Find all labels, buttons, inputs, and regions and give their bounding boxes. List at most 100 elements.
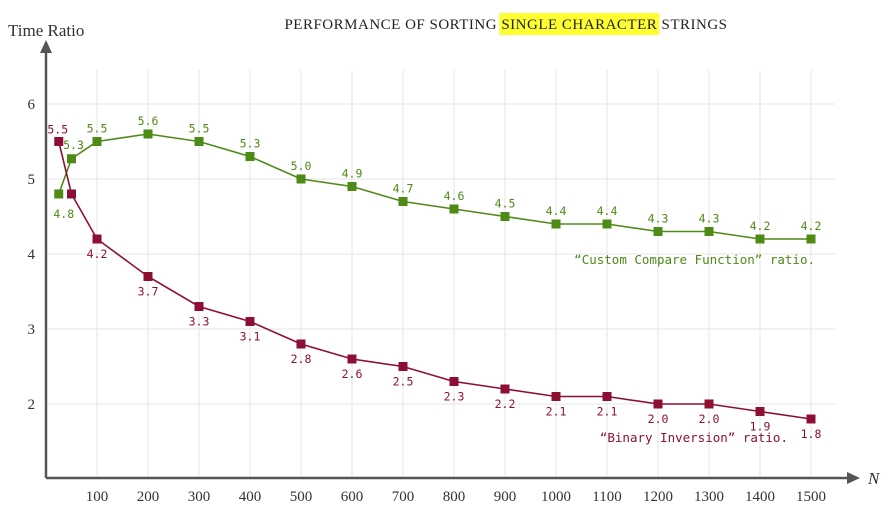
data-point (755, 407, 765, 416)
data-point (398, 197, 408, 206)
x-tick-label: 600 (341, 489, 364, 505)
x-tick-label: 900 (494, 489, 517, 505)
x-tick-label: 1500 (796, 489, 826, 505)
data-point (245, 317, 255, 326)
data-point (194, 137, 204, 146)
series-1: 4.85.35.55.65.55.35.04.94.74.64.54.4 4.44… (53, 114, 821, 244)
data-point (755, 234, 765, 244)
title-part-highlighted: SINGLE CHARACTER (501, 17, 657, 33)
data-label: 4.5 (495, 197, 516, 211)
data-point (602, 392, 612, 401)
data-point (347, 354, 357, 364)
x-tick-label: 1400 (745, 489, 775, 505)
data-label: 4.7 (393, 182, 414, 196)
y-axis-arrow (40, 40, 52, 53)
y-tick-label: 6 (28, 97, 36, 113)
x-tick-label: 1000 (541, 489, 571, 505)
data-point (806, 234, 816, 244)
data-point (806, 414, 816, 424)
data-point (653, 399, 663, 409)
data-label: 2.3 (444, 390, 465, 404)
data-point (296, 174, 306, 184)
data-label: 5.0 (291, 159, 312, 173)
data-label: 2.8 (291, 352, 312, 366)
data-point (551, 219, 561, 229)
data-point (54, 189, 64, 199)
data-label: 4.4 (597, 204, 618, 218)
data-label: 1.8 (801, 427, 822, 441)
data-label: 5.5 (87, 122, 108, 136)
data-label: 4.6 (444, 189, 465, 203)
y-tick-labels: 2 3 4 5 6 (28, 97, 36, 413)
data-point (449, 377, 459, 386)
data-point (449, 204, 459, 214)
y-axis-label: Time Ratio (8, 21, 84, 40)
data-point (143, 129, 153, 139)
data-label: 3.1 (240, 330, 261, 344)
axes (40, 40, 860, 484)
data-label: 4.2 (801, 219, 822, 233)
data-label: 2.0 (699, 412, 720, 426)
title-part-3: STRINGS (657, 17, 727, 33)
data-label: 2.1 (546, 405, 567, 419)
data-point (398, 362, 408, 371)
data-point (67, 154, 76, 164)
data-point (296, 339, 306, 349)
data-point (194, 302, 204, 311)
data-label: 4.4 (546, 204, 567, 218)
x-tick-label: 800 (443, 489, 466, 505)
data-point (67, 189, 76, 199)
data-point (143, 272, 153, 281)
x-tick-label: 700 (392, 489, 415, 505)
data-label: 2.1 (597, 405, 618, 419)
data-label: 3.7 (138, 285, 159, 299)
data-point (551, 392, 561, 401)
x-tick-label: 200 (137, 489, 160, 505)
data-point (704, 399, 714, 409)
data-label: 5.5 (47, 123, 68, 137)
series-2: 5.5 4.2 3.7 3.3 3.1 2.8 2.6 2.5 2.3 2.2 2.1 2.1 2.0 2… (47, 123, 821, 442)
title-highlight (499, 13, 660, 35)
title-part-1: PERFORMANCE OF SORTING (284, 17, 501, 33)
y-tick-label: 4 (28, 247, 36, 263)
data-point (92, 234, 102, 244)
data-label: 4.3 (648, 212, 669, 226)
data-label: 4.3 (699, 212, 720, 226)
data-point (54, 137, 64, 146)
x-axis-label: N (867, 469, 881, 488)
data-label: 1.9 (750, 420, 771, 434)
svg-text:PERFORMANCE OF SORTING SINGLE: PERFORMANCE OF SORTING SINGLE CHARACTER … (284, 17, 727, 33)
data-label: 2.5 (393, 375, 414, 389)
data-label: 4.9 (342, 167, 363, 181)
data-point (92, 137, 102, 146)
data-label: 4.2 (750, 219, 771, 233)
data-point (653, 227, 663, 236)
x-axis-arrow (847, 472, 860, 484)
data-point (500, 384, 510, 394)
x-tick-label: 500 (290, 489, 313, 505)
y-tick-label: 2 (28, 397, 36, 413)
x-tick-label: 100 (86, 489, 109, 505)
x-tick-label: 1300 (694, 489, 724, 505)
data-point (500, 212, 510, 221)
data-label: 5.3 (240, 137, 261, 151)
data-label: 5.6 (138, 114, 159, 128)
x-tick-label: 400 (239, 489, 262, 505)
data-label: 3.3 (189, 315, 210, 329)
x-tick-labels: 100 200 300 400 500 600 700 800 900 1000 1100 1200 1… (86, 489, 826, 505)
data-label: 5.3 (63, 138, 84, 152)
data-label: 2.0 (648, 412, 669, 426)
data-label: 2.6 (342, 367, 363, 381)
data-point (704, 227, 714, 236)
y-tick-label: 5 (28, 172, 36, 188)
data-point (602, 219, 612, 229)
series-label-custom-compare: “Custom Compare Function” ratio. (574, 252, 815, 267)
data-label: 4.2 (87, 247, 108, 261)
data-point (245, 152, 255, 161)
data-label: 4.8 (53, 207, 74, 221)
x-tick-label: 1100 (592, 489, 621, 505)
chart-title: PERFORMANCE OF SORTING SINGLE CHARACTER … (284, 13, 727, 35)
data-label: 2.2 (495, 397, 516, 411)
series-line (57, 141, 812, 420)
data-label: 5.5 (189, 122, 210, 136)
